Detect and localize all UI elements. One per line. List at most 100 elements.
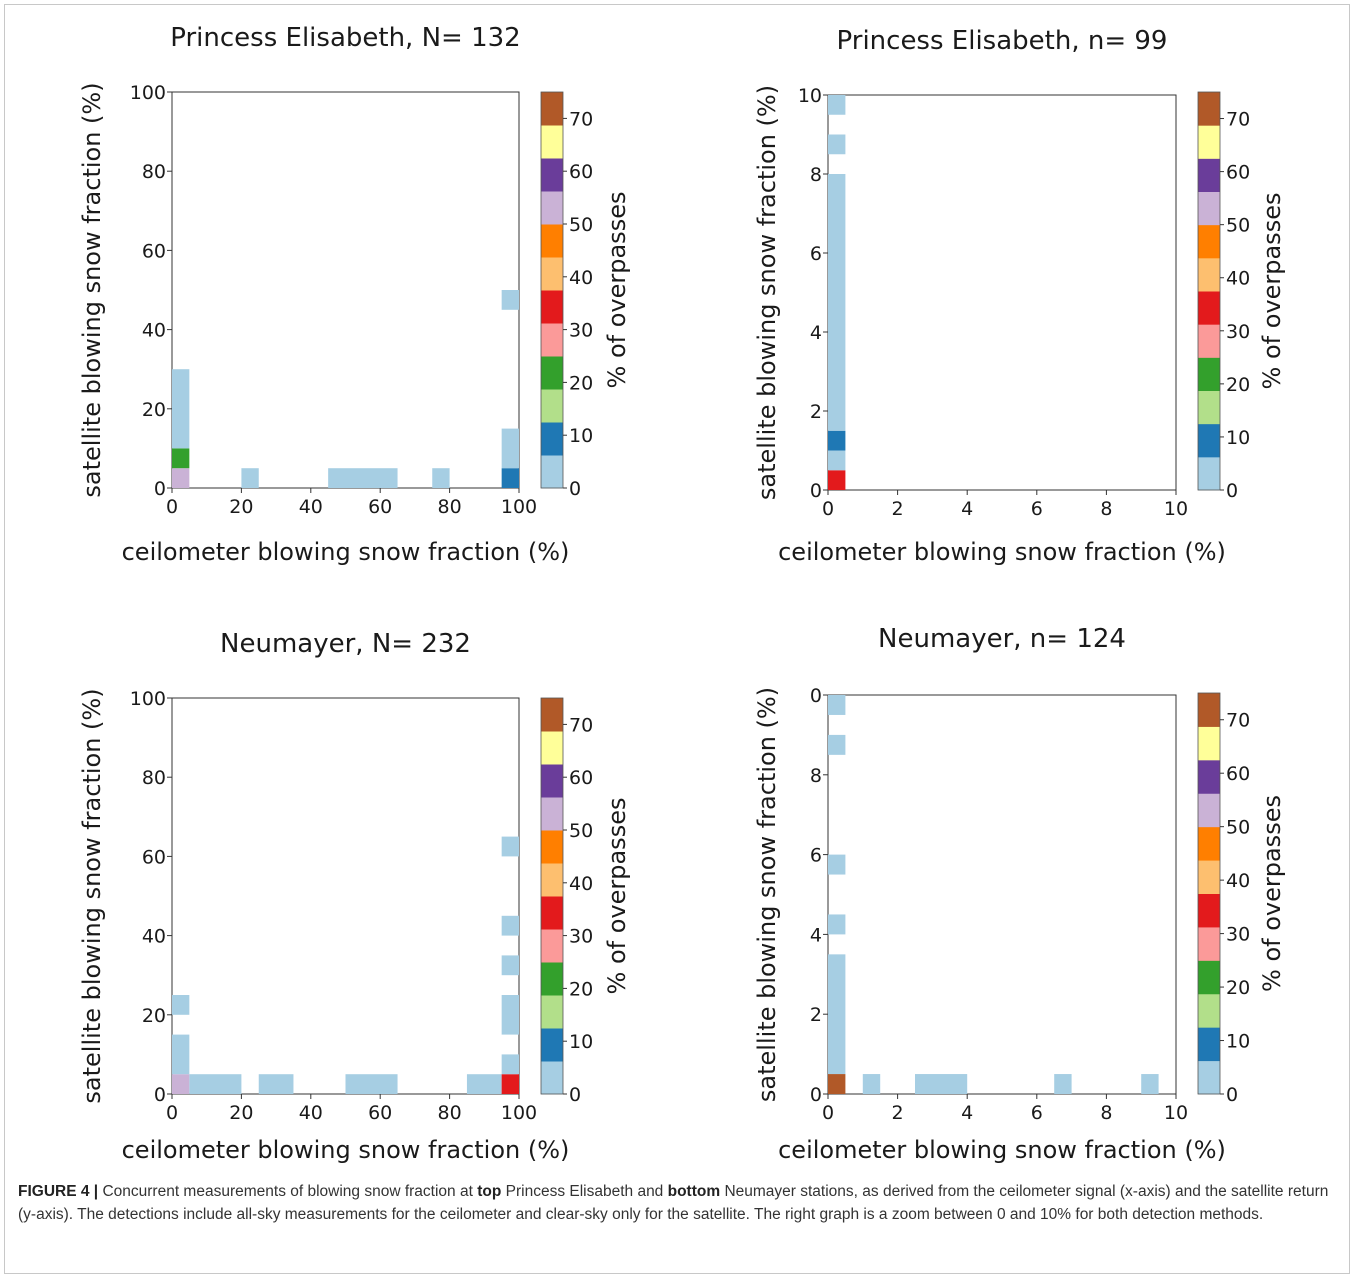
plot-frame (171, 91, 520, 489)
colorbar-segment (1198, 423, 1220, 458)
x-axis-label: ceilometer blowing snow fraction (%) (778, 538, 1226, 566)
colorbar-tick-label: 40 (1226, 268, 1250, 290)
x-tick-label: 2 (892, 1102, 904, 1124)
heatmap-cell (828, 734, 846, 755)
heatmap-cell (172, 1034, 190, 1075)
x-tick-label: 4 (961, 1102, 973, 1124)
colorbar-tick-label: 30 (569, 320, 593, 342)
heatmap-cell (172, 468, 190, 488)
heatmap-cell (501, 428, 519, 469)
heatmap-cell (501, 290, 519, 310)
colorbar-segment (1198, 860, 1220, 894)
heatmap-cell (828, 95, 846, 115)
caption-text-1: Concurrent measurements of blowing snow … (98, 1183, 478, 1200)
colorbar-segment (541, 929, 563, 963)
x-axis-label: ceilometer blowing snow fraction (%) (122, 1136, 570, 1164)
y-tick-label: 6 (810, 243, 822, 265)
colorbar-tick-label: 60 (1226, 763, 1250, 785)
x-tick-label: 8 (1100, 498, 1112, 520)
colorbar-tick-label: 10 (569, 1031, 593, 1053)
y-axis-label: satellite blowing snow fraction (%) (78, 82, 106, 497)
y-axis-label: satellite blowing snow fraction (%) (753, 687, 781, 1102)
colorbar-segment (1198, 826, 1220, 861)
colorbar-label: % of overpasses (603, 798, 631, 995)
colorbar-segment (1198, 125, 1220, 159)
colorbar-tick-label: 70 (569, 108, 593, 130)
heatmap-cell (915, 1074, 968, 1094)
colorbar-tick-label: 0 (1226, 480, 1238, 502)
colorbar-segment (1198, 926, 1220, 961)
y-tick-label: 20 (142, 1005, 166, 1027)
chart-title: Neumayer, N= 232 (220, 629, 471, 659)
y-tick-label: 4 (810, 322, 822, 344)
figure-caption: FIGURE 4 | Concurrent measurements of bl… (18, 1180, 1336, 1226)
heatmap-cell (828, 450, 846, 471)
heatmap-cell (501, 836, 519, 857)
colorbar-tick-label: 70 (1226, 710, 1250, 732)
colorbar-segment (541, 698, 563, 732)
x-tick-label: 0 (822, 498, 834, 520)
colorbar-tick-label: 60 (569, 161, 593, 183)
heatmap-cell (501, 955, 519, 976)
x-tick-label: 60 (368, 1102, 392, 1124)
colorbar-tick-label: 20 (569, 372, 593, 394)
colorbar-frame (1197, 692, 1221, 1095)
y-tick-label: 100 (130, 688, 166, 710)
colorbar-segment (541, 356, 563, 390)
colorbar-tick-label: 40 (569, 873, 593, 895)
caption-text-2: Princess Elisabeth and (501, 1183, 668, 1200)
colorbar-tick-label: 0 (569, 478, 581, 500)
y-tick-label: 0 (154, 1084, 166, 1106)
colorbar-segment (1198, 693, 1220, 727)
colorbar-tick-label: 30 (569, 926, 593, 948)
heatmap-cell (828, 954, 846, 1075)
colorbar-tick-label: 60 (569, 767, 593, 789)
heatmap-cell (258, 1074, 294, 1094)
heatmap-cell (828, 134, 846, 155)
colorbar-segment (541, 125, 563, 159)
caption-text-3: Neumayer stations, as derived from the c… (18, 1183, 1329, 1223)
y-tick-label: 8 (810, 164, 822, 186)
colorbar-tick-label: 30 (1226, 321, 1250, 343)
colorbar-tick-label: 20 (1226, 374, 1250, 396)
x-tick-label: 40 (299, 496, 323, 518)
y-tick-label: 60 (142, 240, 166, 262)
colorbar-segment (1198, 726, 1220, 761)
y-tick-label: 100 (130, 82, 166, 104)
heatmap-cell (501, 1074, 519, 1094)
y-axis-label: satellite blowing snow fraction (%) (753, 85, 781, 500)
x-tick-label: 10 (1164, 1102, 1188, 1124)
y-tick-label: 20 (142, 399, 166, 421)
colorbar-segment (1198, 224, 1220, 259)
heatmap-cell (501, 995, 519, 1035)
y-axis-label: satellite blowing snow fraction (%) (78, 688, 106, 1103)
x-axis-label: ceilometer blowing snow fraction (%) (778, 1136, 1226, 1164)
x-tick-label: 2 (892, 498, 904, 520)
colorbar-segment (541, 224, 563, 258)
colorbar-tick-label: 40 (569, 267, 593, 289)
colorbar-segment (1198, 1060, 1220, 1095)
colorbar-tick-label: 40 (1226, 870, 1250, 892)
y-tick-label: 40 (142, 320, 166, 342)
figure-frame (4, 4, 1350, 1274)
heatmap-cell (172, 995, 190, 1015)
heatmap-cell (501, 468, 519, 488)
colorbar-tick-label: 10 (569, 425, 593, 447)
x-tick-label: 80 (438, 1102, 462, 1124)
heatmap-cell (172, 1074, 190, 1094)
colorbar-segment (541, 863, 563, 897)
colorbar-frame (540, 697, 564, 1095)
heatmap-cell (828, 854, 846, 875)
colorbar-label: % of overpasses (1258, 795, 1286, 992)
colorbar-segment (541, 995, 563, 1029)
heatmap-cell (862, 1074, 881, 1094)
colorbar-segment (1198, 390, 1220, 425)
colorbar-segment (1198, 92, 1220, 126)
colorbar-segment (1198, 324, 1220, 358)
colorbar-tick-label: 50 (1226, 215, 1250, 237)
colorbar-label: % of overpasses (1258, 193, 1286, 390)
heatmap-cell (328, 468, 398, 488)
colorbar-label: % of overpasses (603, 192, 631, 389)
colorbar-segment (541, 158, 563, 192)
